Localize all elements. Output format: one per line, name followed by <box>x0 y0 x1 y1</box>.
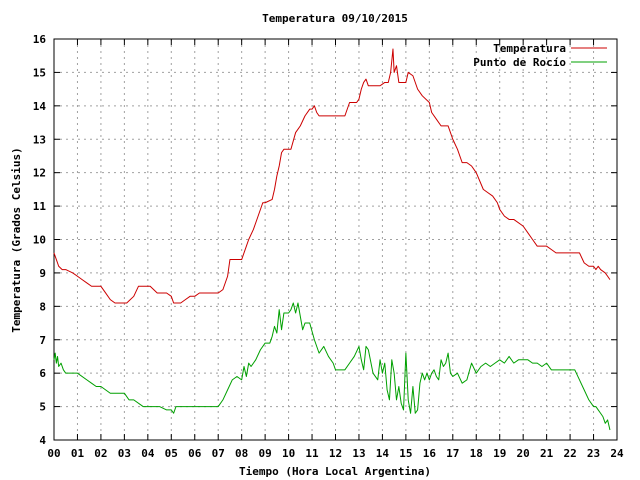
series-line-temperatura <box>53 48 611 304</box>
y-tick-label: 16 <box>33 33 47 46</box>
x-tick-label: 23 <box>587 447 600 460</box>
y-tick-label: 12 <box>33 167 46 180</box>
y-tick-label: 14 <box>33 100 47 113</box>
x-tick-label: 06 <box>188 447 202 460</box>
x-tick-label: 05 <box>165 447 178 460</box>
chart-title: Temperatura 09/10/2015 <box>262 12 408 25</box>
x-tick-label: 03 <box>118 447 131 460</box>
grid-lines <box>54 39 617 440</box>
x-axis-label: Tiempo (Hora Local Argentina) <box>239 465 431 478</box>
y-tick-label: 11 <box>33 200 47 213</box>
x-tick-label: 21 <box>540 447 554 460</box>
x-tick-label: 14 <box>376 447 390 460</box>
chart-legend: Temperatura Punto de Rocío <box>473 42 607 69</box>
x-tick-label: 11 <box>305 447 319 460</box>
y-tick-label: 13 <box>33 133 46 146</box>
x-tick-label: 24 <box>610 447 624 460</box>
data-series <box>53 48 611 431</box>
x-tick-label: 13 <box>352 447 365 460</box>
x-tick-label: 12 <box>329 447 342 460</box>
x-tick-label: 07 <box>212 447 225 460</box>
y-tick-label: 10 <box>33 234 46 247</box>
x-tick-label: 08 <box>235 447 248 460</box>
legend-label-temperatura: Temperatura <box>493 42 566 55</box>
x-tick-label: 09 <box>259 447 272 460</box>
x-tick-label: 00 <box>47 447 60 460</box>
axis-ticks: 00 01 02 03 04 05 06 07 08 09 10 11 12 13 14 15 16 17 18 19… <box>33 33 624 460</box>
y-axis-label: Temperatura (Grados Celsius) <box>10 147 23 332</box>
x-tick-label: 02 <box>94 447 107 460</box>
x-tick-label: 16 <box>423 447 437 460</box>
x-tick-label: 17 <box>446 447 459 460</box>
x-tick-label: 15 <box>399 447 412 460</box>
x-tick-label: 18 <box>470 447 483 460</box>
x-tick-label: 19 <box>493 447 506 460</box>
y-tick-label: 15 <box>33 66 46 79</box>
y-tick-label: 7 <box>39 334 46 347</box>
y-tick-label: 5 <box>39 401 46 414</box>
series-line-punto-de-rocio <box>53 302 611 431</box>
x-tick-label: 01 <box>71 447 85 460</box>
legend-label-punto-de-rocio: Punto de Rocío <box>473 56 566 69</box>
y-tick-label: 8 <box>39 300 46 313</box>
x-tick-label: 20 <box>517 447 530 460</box>
x-tick-label: 04 <box>141 447 155 460</box>
y-tick-label: 4 <box>39 434 46 447</box>
x-tick-label: 22 <box>563 447 576 460</box>
y-tick-label: 6 <box>39 367 46 380</box>
y-tick-label: 9 <box>39 267 46 280</box>
x-tick-label: 10 <box>282 447 295 460</box>
